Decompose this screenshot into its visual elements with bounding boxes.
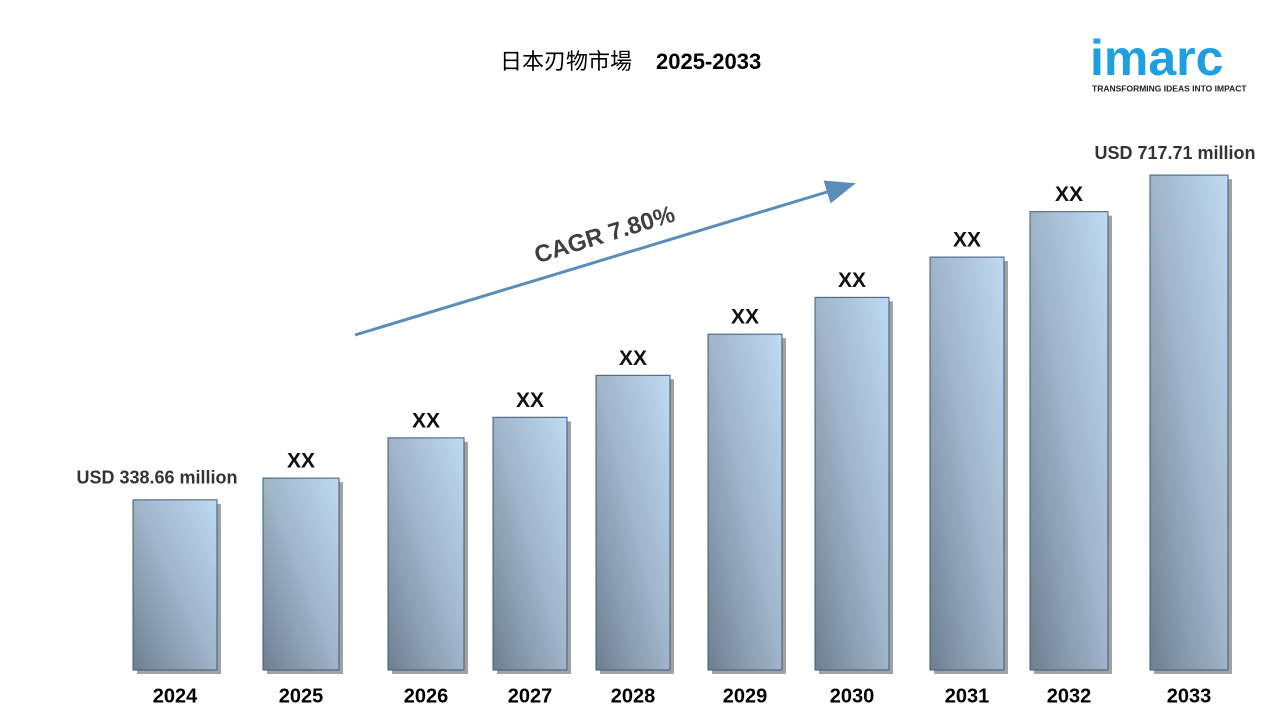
logo: imarc TRANSFORMING IDEAS INTO IMPACT (1090, 30, 1247, 93)
value-label: XX (412, 409, 440, 432)
x-tick-label: 2029 (723, 685, 768, 707)
cagr-arrow (354, 180, 856, 337)
x-tick-label: 2024 (153, 685, 198, 707)
bar (262, 477, 340, 671)
value-label: USD 717.71 million (1094, 143, 1255, 163)
bar (1029, 211, 1109, 671)
x-tick-label: 2025 (279, 685, 324, 707)
bar (387, 437, 465, 671)
value-label: XX (287, 450, 315, 473)
x-tick-label: 2033 (1167, 685, 1212, 707)
value-label: XX (731, 306, 759, 329)
x-tick-label: 2027 (508, 685, 553, 707)
x-tick-label: 2032 (1047, 685, 1092, 707)
bar (707, 333, 783, 671)
chart-period: 2025-2033 (656, 49, 761, 74)
value-label: XX (1055, 183, 1083, 206)
bar (929, 256, 1005, 671)
x-tick-label: 2030 (830, 685, 875, 707)
x-tick-label: 2028 (611, 685, 656, 707)
x-tick-label: 2031 (945, 685, 990, 707)
x-tick-label: 2026 (404, 685, 449, 707)
bar (1149, 174, 1229, 671)
bar (595, 374, 671, 671)
bar (132, 499, 218, 671)
logo-name: imarc (1090, 30, 1223, 86)
bar (814, 296, 890, 671)
chart-title: 日本刃物市場 (500, 49, 632, 74)
bar (492, 416, 568, 671)
value-label: XX (516, 389, 544, 412)
value-label: USD 338.66 million (76, 468, 237, 488)
value-label: XX (838, 269, 866, 292)
value-label: XX (619, 347, 647, 370)
value-label: XX (953, 229, 981, 252)
logo-tagline: TRANSFORMING IDEAS INTO IMPACT (1092, 83, 1247, 93)
